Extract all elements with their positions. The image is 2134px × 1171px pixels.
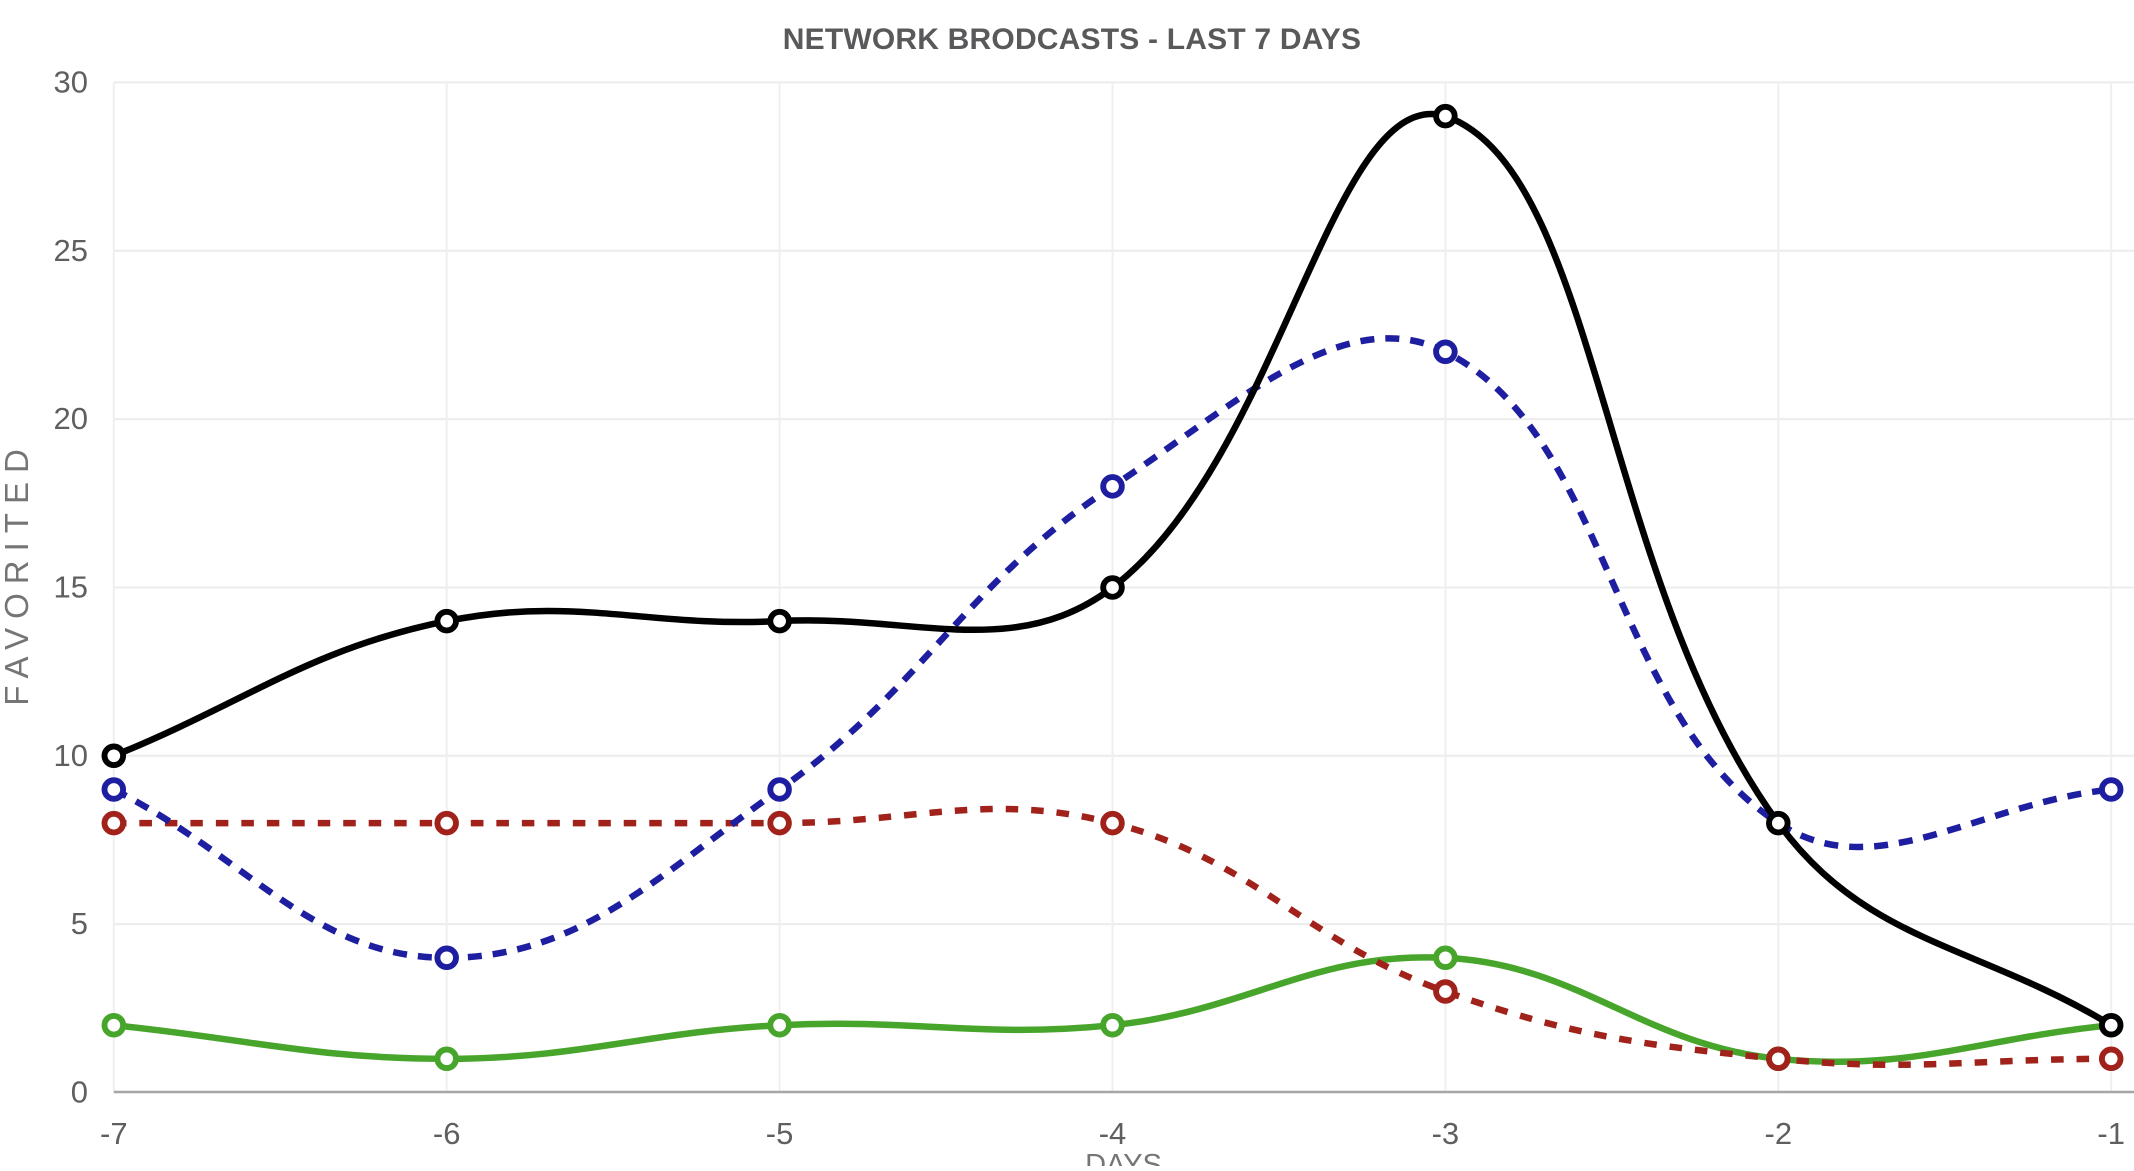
svg-text:-6: -6 <box>433 1116 461 1151</box>
svg-text:10: 10 <box>54 738 88 773</box>
svg-text:5: 5 <box>71 906 88 941</box>
svg-text:-2: -2 <box>1765 1116 1793 1151</box>
svg-text:DAYS: DAYS <box>1085 1149 1162 1166</box>
svg-text:20: 20 <box>54 401 88 436</box>
svg-text:-5: -5 <box>766 1116 794 1151</box>
svg-text:FAVORITED: FAVORITED <box>0 440 35 706</box>
svg-text:NETWORK BRODCASTS - LAST 7 DAY: NETWORK BRODCASTS - LAST 7 DAYS <box>783 23 1361 56</box>
svg-text:-1: -1 <box>2097 1116 2125 1151</box>
svg-text:-7: -7 <box>100 1116 128 1151</box>
svg-text:0: 0 <box>71 1075 88 1110</box>
svg-text:-3: -3 <box>1432 1116 1460 1151</box>
svg-text:25: 25 <box>54 233 88 268</box>
svg-text:-4: -4 <box>1099 1116 1127 1151</box>
svg-text:30: 30 <box>54 64 88 99</box>
svg-text:15: 15 <box>54 570 88 605</box>
